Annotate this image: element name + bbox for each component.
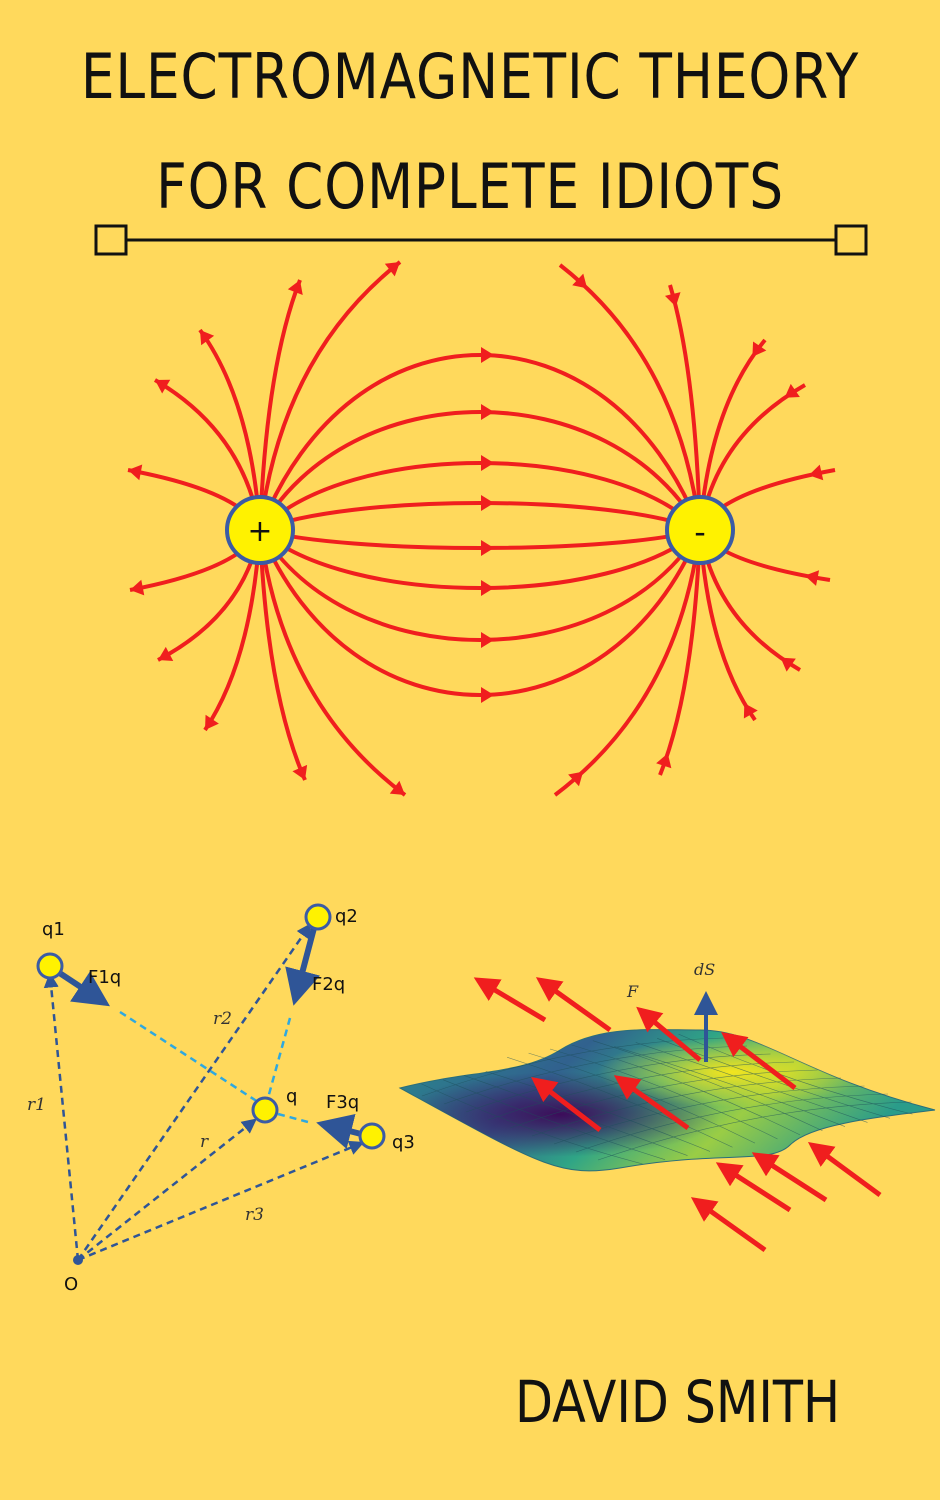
field-arrow-icon bbox=[572, 273, 588, 289]
force-field-arrow bbox=[807, 1142, 882, 1198]
r3-label: r3 bbox=[245, 1205, 264, 1225]
field-arrow-icon bbox=[205, 714, 219, 730]
charge-q2 bbox=[304, 903, 332, 931]
q2-label: q2 bbox=[335, 906, 358, 927]
field-line bbox=[258, 528, 702, 642]
field-line bbox=[558, 263, 702, 531]
r2-vector bbox=[76, 922, 312, 1261]
field-line bbox=[259, 501, 701, 532]
positive-sign: + bbox=[247, 514, 272, 549]
charge-q bbox=[251, 1096, 279, 1124]
force-field-arrow bbox=[613, 1075, 690, 1131]
field-line bbox=[258, 410, 702, 531]
charge-q3 bbox=[358, 1122, 386, 1150]
negative-sign: - bbox=[694, 513, 706, 551]
field-arrow-icon bbox=[481, 632, 494, 648]
positive-charge: + bbox=[225, 495, 295, 565]
field-arrow-icon bbox=[287, 280, 303, 296]
negative-charge: - bbox=[665, 495, 735, 565]
field-line bbox=[258, 461, 702, 532]
force-field-arrow bbox=[535, 977, 612, 1033]
field-arrow-icon bbox=[481, 580, 494, 596]
force-field-arrow bbox=[721, 1031, 797, 1090]
title-line-1: ELECTROMAGNETIC THEORY bbox=[80, 40, 860, 113]
field-line bbox=[658, 529, 702, 776]
field-arrow-icon bbox=[481, 455, 494, 471]
force-field-arrow bbox=[751, 1152, 828, 1203]
field-arrow-icon bbox=[784, 383, 800, 398]
electric-field-lines bbox=[127, 260, 836, 797]
field-line bbox=[258, 529, 407, 797]
origin-label: O bbox=[64, 1274, 78, 1295]
field-line bbox=[258, 260, 402, 531]
force-field-arrow bbox=[715, 1162, 792, 1213]
r3-vector bbox=[77, 1140, 365, 1262]
force-field-arrow bbox=[636, 1006, 702, 1062]
field-arrow-icon bbox=[158, 646, 174, 662]
field-arrow-icon bbox=[664, 292, 681, 307]
field-arrow-icon bbox=[568, 771, 584, 787]
r-vector bbox=[77, 1118, 257, 1261]
f1q-label: F1q bbox=[88, 967, 121, 988]
field-line bbox=[668, 284, 702, 531]
field-arrow-icon bbox=[656, 753, 672, 769]
r-label: r bbox=[200, 1132, 209, 1152]
field-arrow-icon bbox=[389, 780, 405, 795]
field-line bbox=[258, 529, 702, 697]
q-label: q bbox=[286, 1086, 297, 1107]
f2q-arrow bbox=[285, 927, 321, 1006]
field-arrow-icon bbox=[808, 464, 824, 481]
field-arrow-icon bbox=[743, 703, 758, 719]
field-arrow-icon bbox=[804, 570, 820, 586]
q3-label: q3 bbox=[392, 1132, 415, 1153]
coulomb-diagram: q1 q2 q q3 O F1q F2q F3q r1 r2 r r3 bbox=[27, 903, 415, 1295]
field-arrow-icon bbox=[481, 495, 494, 511]
author-name: DAVID SMITH bbox=[515, 1368, 841, 1436]
r1-vector bbox=[43, 972, 80, 1261]
field-line bbox=[553, 529, 702, 797]
field-arrow-icon bbox=[481, 687, 494, 703]
field-arrow-icon bbox=[384, 262, 400, 277]
force-field-arrow bbox=[473, 977, 547, 1023]
force-label: F bbox=[626, 982, 639, 1001]
r1-label: r1 bbox=[27, 1095, 46, 1115]
f1q-arrow bbox=[53, 967, 111, 1007]
f3q-arrow bbox=[316, 1113, 366, 1149]
flux-surface-diagram: F dS bbox=[398, 960, 936, 1253]
field-line bbox=[259, 528, 701, 550]
f3q-label: F3q bbox=[326, 1092, 359, 1113]
field-arrow-icon bbox=[292, 764, 308, 780]
r2-label: r2 bbox=[213, 1009, 232, 1029]
field-line bbox=[258, 353, 702, 531]
force-field-arrow bbox=[690, 1197, 767, 1253]
field-arrow-icon bbox=[752, 341, 767, 357]
field-arrow-icon bbox=[128, 464, 143, 481]
field-line bbox=[258, 279, 302, 531]
field-arrow-icon bbox=[200, 330, 215, 346]
field-line bbox=[258, 528, 702, 590]
charge-q1 bbox=[36, 952, 64, 980]
f2q-label: F2q bbox=[312, 974, 345, 995]
field-arrow-icon bbox=[155, 379, 171, 394]
force-field-arrow bbox=[531, 1076, 602, 1132]
field-arrow-icon bbox=[130, 579, 145, 596]
field-line bbox=[258, 529, 307, 781]
area-label: dS bbox=[694, 960, 715, 979]
title-underline bbox=[94, 224, 868, 256]
field-arrow-icon bbox=[780, 657, 796, 672]
field-arrow-icon bbox=[481, 540, 494, 556]
field-arrow-icon bbox=[481, 404, 494, 420]
q1-label: q1 bbox=[42, 919, 65, 940]
field-arrow-icon bbox=[481, 347, 494, 363]
title-line-2: FOR COMPLETE IDIOTS bbox=[156, 150, 784, 223]
